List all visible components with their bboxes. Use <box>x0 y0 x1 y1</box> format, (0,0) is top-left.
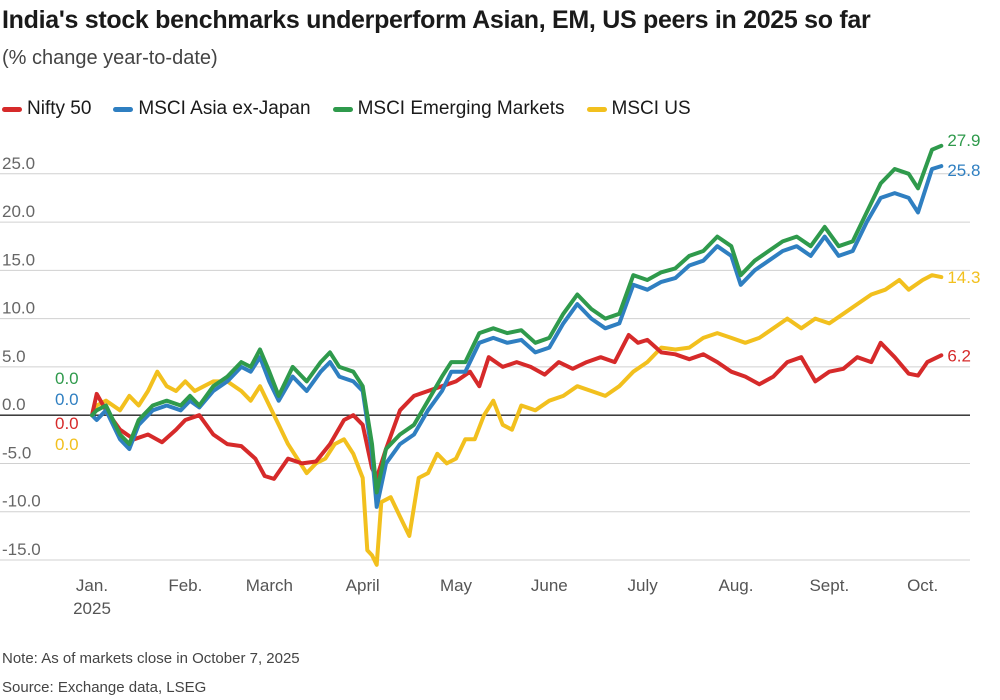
legend-swatch <box>332 106 353 112</box>
series-line-nifty-50 <box>90 333 944 481</box>
y-tick-label: 15.0 <box>2 250 35 269</box>
y-tick-label: -15.0 <box>2 540 41 559</box>
legend-item: Nifty 50 <box>2 98 91 120</box>
x-tick-label: June <box>531 576 568 595</box>
legend-label: Nifty 50 <box>27 98 92 119</box>
end-value-label: 14.3 <box>947 268 980 287</box>
start-value-label: 0.0 <box>55 390 79 409</box>
legend-swatch <box>2 106 22 112</box>
x-tick-sublabel: 2025 <box>73 599 111 618</box>
y-tick-label: -10.0 <box>2 492 41 511</box>
y-tick-label: -5.0 <box>2 443 31 462</box>
legend-item: MSCI US <box>586 98 691 120</box>
end-value-label: 6.2 <box>947 346 971 365</box>
line-chart: 25.0 20.0 15.0 10.0 5.0 0.0 -5.0 -10.0 -15.0 Jan.… <box>0 131 980 618</box>
y-tick-label: 25.0 <box>2 154 35 173</box>
y-tick-label: 5.0 <box>2 347 26 366</box>
end-value-label: 25.8 <box>947 161 980 180</box>
start-value-label: 0.0 <box>55 369 79 388</box>
start-value-label: 0.0 <box>55 414 79 433</box>
x-tick-label: Aug. <box>719 576 754 595</box>
legend-label: MSCI US <box>611 98 691 119</box>
legend: Nifty 50 MSCI Asia ex-Japan MSCI Emerging … <box>2 98 691 120</box>
x-tick-label: Oct. <box>907 576 938 595</box>
y-tick-label: 20.0 <box>2 202 35 221</box>
series-line-msci-us <box>90 273 944 567</box>
chart-source: Source: Exchange data, LSEG <box>2 679 207 696</box>
x-tick-label: April <box>346 576 380 595</box>
legend-label: MSCI Emerging Markets <box>357 98 565 119</box>
x-tick-label: May <box>440 576 473 595</box>
x-tick-label: March <box>246 576 293 595</box>
legend-swatch <box>113 106 134 112</box>
chart-note: Note: As of markets close in October 7, … <box>2 650 300 667</box>
legend-item: MSCI Asia ex-Japan <box>113 98 311 120</box>
start-value-label: 0.0 <box>55 435 79 454</box>
series-line-msci-emerging-markets <box>90 143 944 495</box>
y-tick-label: 10.0 <box>2 299 35 318</box>
series-line-msci-asia-ex-japan <box>90 164 944 509</box>
chart-title: India's stock benchmarks underperform As… <box>2 6 871 34</box>
legend-item: MSCI Emerging Markets <box>332 98 565 120</box>
legend-swatch <box>586 106 607 112</box>
x-tick-label: Jan. <box>76 576 108 595</box>
end-value-label: 27.9 <box>947 131 980 150</box>
x-tick-label: Feb. <box>168 576 202 595</box>
x-tick-label: Sept. <box>809 576 849 595</box>
chart-subtitle: (% change year-to-date) <box>2 47 218 69</box>
x-tick-label: July <box>628 576 659 595</box>
legend-label: MSCI Asia ex-Japan <box>138 98 311 119</box>
y-tick-label: 0.0 <box>2 395 26 414</box>
